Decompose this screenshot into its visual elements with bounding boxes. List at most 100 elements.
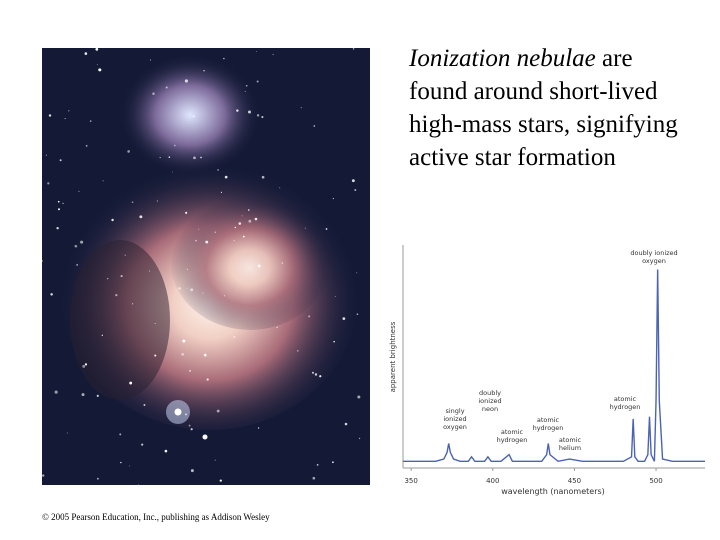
star bbox=[220, 191, 223, 193]
star bbox=[344, 422, 348, 426]
star bbox=[64, 118, 66, 120]
peak-label: hydrogen bbox=[610, 403, 641, 411]
copyright: © 2005 Pearson Education, Inc., publishi… bbox=[42, 512, 270, 522]
star bbox=[78, 190, 80, 192]
star bbox=[256, 50, 258, 52]
x-tick-label: 500 bbox=[649, 477, 662, 485]
star bbox=[356, 313, 359, 316]
star bbox=[47, 182, 50, 185]
star bbox=[333, 340, 335, 343]
star bbox=[66, 432, 68, 434]
star bbox=[351, 179, 355, 183]
star bbox=[184, 79, 188, 83]
star bbox=[316, 463, 319, 466]
star bbox=[127, 150, 130, 153]
star bbox=[98, 68, 102, 72]
star bbox=[188, 424, 191, 427]
star bbox=[172, 171, 173, 173]
star bbox=[131, 201, 134, 203]
star bbox=[48, 114, 52, 117]
star bbox=[219, 479, 222, 482]
star bbox=[129, 381, 133, 385]
star bbox=[190, 288, 194, 292]
star bbox=[332, 461, 334, 464]
peak-label: hydrogen bbox=[533, 424, 564, 432]
star bbox=[257, 427, 260, 429]
star bbox=[233, 240, 235, 242]
peak-label: neon bbox=[482, 405, 498, 413]
star bbox=[332, 197, 335, 200]
star bbox=[81, 393, 85, 397]
peak-label: atomic bbox=[559, 436, 582, 444]
star bbox=[173, 144, 176, 147]
emphasis: Ionization nebulae bbox=[409, 45, 596, 72]
star bbox=[58, 208, 60, 211]
star bbox=[115, 294, 118, 297]
star bbox=[120, 274, 123, 278]
star bbox=[85, 144, 88, 147]
star bbox=[308, 315, 311, 318]
star bbox=[174, 408, 182, 416]
star bbox=[257, 264, 261, 268]
x-tick-label: 350 bbox=[404, 477, 417, 485]
star bbox=[312, 476, 316, 480]
star bbox=[256, 80, 259, 83]
star bbox=[203, 353, 207, 357]
star bbox=[241, 215, 243, 217]
star bbox=[248, 219, 252, 223]
star bbox=[45, 154, 47, 156]
star bbox=[311, 371, 314, 374]
star bbox=[342, 317, 346, 320]
star bbox=[96, 394, 99, 397]
star bbox=[248, 110, 251, 114]
star bbox=[354, 189, 357, 191]
star bbox=[149, 59, 151, 61]
star bbox=[68, 110, 70, 112]
star bbox=[223, 57, 225, 60]
peak-label: ionized bbox=[478, 397, 501, 405]
star bbox=[101, 334, 103, 337]
peak-label: singly bbox=[445, 407, 464, 415]
star bbox=[42, 259, 43, 262]
star bbox=[224, 175, 228, 179]
y-axis-label: apparent brightness bbox=[389, 321, 397, 392]
star bbox=[159, 156, 161, 159]
x-axis-label: wavelength (nanometers) bbox=[501, 487, 605, 496]
star bbox=[281, 262, 283, 264]
star bbox=[238, 222, 242, 225]
star bbox=[156, 200, 158, 202]
star bbox=[56, 226, 59, 230]
star bbox=[319, 375, 322, 378]
x-tick-label: 450 bbox=[568, 477, 581, 485]
star bbox=[120, 461, 122, 464]
star bbox=[325, 228, 328, 230]
star bbox=[106, 277, 109, 280]
star bbox=[74, 244, 78, 248]
star bbox=[233, 335, 236, 338]
star bbox=[193, 156, 196, 160]
text: are found around short-lived high-mass s… bbox=[409, 45, 678, 171]
star bbox=[165, 86, 168, 89]
star bbox=[178, 287, 181, 290]
star bbox=[42, 474, 45, 477]
star bbox=[76, 264, 79, 266]
star bbox=[189, 370, 191, 372]
star bbox=[256, 114, 260, 117]
star bbox=[84, 363, 88, 366]
body-text: Ionization nebulae are found around shor… bbox=[409, 42, 694, 174]
star bbox=[185, 211, 188, 214]
star bbox=[214, 231, 216, 233]
star bbox=[198, 228, 200, 230]
peak-label: oxygen bbox=[443, 423, 467, 431]
peak-label: ionized bbox=[443, 415, 466, 423]
star bbox=[357, 395, 361, 399]
star bbox=[129, 465, 130, 467]
star bbox=[202, 292, 204, 294]
star bbox=[190, 428, 193, 431]
peak-label: atomic bbox=[501, 428, 524, 436]
star bbox=[182, 339, 186, 343]
star bbox=[132, 303, 134, 305]
star bbox=[304, 227, 306, 229]
peak-label: atomic bbox=[537, 416, 560, 424]
